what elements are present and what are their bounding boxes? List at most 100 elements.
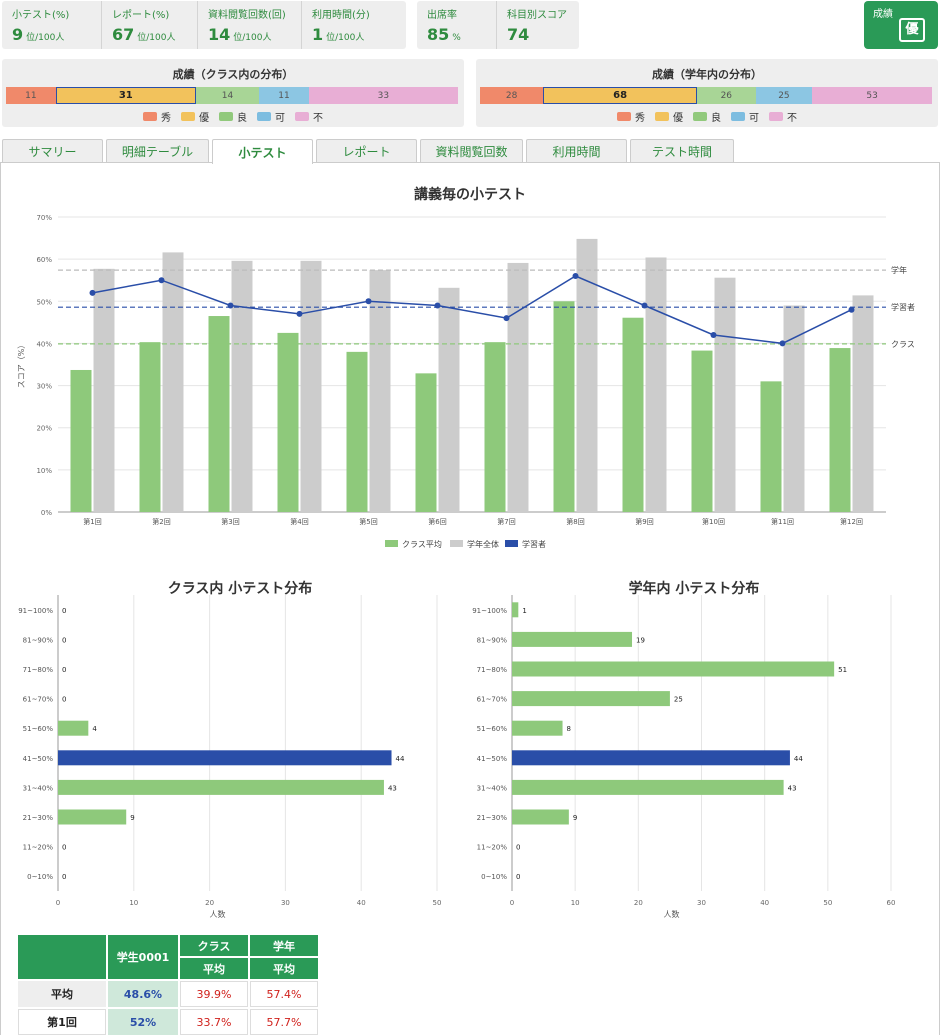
x-tick-label: 30 [697,899,706,907]
legend-swatch [505,540,518,547]
learner-point [710,332,717,338]
legend-swatch [143,112,157,121]
data-label: 44 [794,755,803,763]
learner-point [434,302,441,309]
stat-stats_right-0: 出席率 85% [417,1,497,49]
y-tick-label: 51~60% [477,725,508,733]
data-label: 8 [567,725,571,733]
histogram-bar [512,720,563,736]
y-tick-label: 61~70% [23,696,54,704]
learner-point [779,340,786,347]
learner-point [158,277,165,284]
table-row: 第1回 52% 33.7% 57.7% [18,1009,318,1035]
tab-0[interactable]: サマリー [2,139,103,162]
class-avg-bar [277,332,299,512]
y-tick-label: 20% [36,425,52,433]
x-tick-label: 20 [634,899,643,907]
grade-badge: 成績 優 [864,1,938,49]
legend-swatch [450,540,463,547]
legend-label: 不 [313,113,323,124]
class-grade-distribution: 成績（クラス内の分布） 11 31 14 11 33 秀優良可不 [2,59,464,127]
grade-avg-value: 57.7% [250,1009,318,1035]
stat-label: 小テスト(%) [12,10,70,21]
score-table: 学生0001 クラス 学年 平均 平均 平均 48.6% 39.9% 57.4%… [16,933,320,1035]
stat-label: レポート(%) [112,10,170,21]
y-tick-label: 21~30% [23,814,54,822]
x-tick-label: 40 [760,899,769,907]
reference-line-label: クラス [891,340,915,349]
grade-avg-bar [783,305,805,512]
y-tick-label: 40% [36,340,52,348]
ranking-stats-panel: 小テスト(%) 9 位/100人 レポート(%) 67 位/100人 資料閲覧回数(回) 14… [2,1,406,49]
x-tick-label: 第9回 [635,517,653,526]
tab-4[interactable]: 資料閲覧回数 [420,139,523,162]
class-avg-bar [139,342,161,512]
legend-swatch [385,540,398,547]
y-tick-label: 91~100% [472,607,507,615]
stat-unit: 位/100人 [26,33,65,43]
histogram-bar [58,750,392,766]
stat-stats_left-1: レポート(%) 67 位/100人 [102,1,198,49]
class-distribution-title: 成績（クラス内の分布） [172,68,294,81]
x-axis-label: 人数 [210,909,226,919]
x-tick-label: 40 [357,899,366,907]
x-tick-label: 30 [281,899,290,907]
data-label: 19 [636,636,645,644]
stat-stats_left-3: 利用時間(分) 1 位/100人 [302,1,406,49]
legend-label: 優 [199,113,209,124]
tab-3[interactable]: レポート [316,139,417,162]
grade-label: 成績 [873,9,893,20]
x-tick-label: 第10回 [702,517,725,526]
stat-unit: 位/100人 [233,33,272,43]
y-tick-label: 11~20% [23,844,54,852]
class-header: クラス [180,935,248,956]
learner-point [503,315,510,322]
y-tick-label: 81~90% [477,636,508,644]
learner-point [641,302,648,309]
grade-avg-bar [645,257,667,512]
student-value: 48.6% [108,981,178,1007]
grade-avg-bar [369,270,391,512]
stat-number: 9 [12,25,24,44]
x-tick-label: 第12回 [840,517,863,526]
data-label: 4 [92,725,97,733]
y-tick-label: 91~100% [18,607,53,615]
distribution-segment: 14 [195,87,260,104]
reference-line-label: 学習者 [891,302,915,312]
tab-6[interactable]: テスト時間 [630,139,734,162]
y-tick-label: 11~20% [477,844,508,852]
y-tick-label: 31~40% [23,784,54,792]
histogram-bar [512,779,784,795]
histogram-bar [512,602,519,618]
stat-unit: 位/100人 [137,33,176,43]
distribution-segment: 26 [696,87,756,104]
tab-5[interactable]: 利用時間 [526,139,627,162]
grade-avg-bar [231,260,253,512]
learner-point [365,298,372,305]
distribution-segment: 31 [55,87,196,104]
x-tick-label: 0 [56,899,60,907]
legend-label: 可 [749,113,759,124]
distribution-segment: 11 [6,87,56,104]
class-distribution-bar: 11 31 14 11 33 [6,87,458,104]
legend-swatch [655,112,669,121]
legend-swatch [257,112,271,121]
distribution-segment: 28 [480,87,544,104]
data-label: 9 [130,814,134,822]
legend-label: 学習者 [522,539,546,549]
y-tick-label: 71~80% [477,666,508,674]
stat-label: 出席率 [427,10,457,21]
y-tick-label: 30% [36,383,52,391]
tab-2[interactable]: 小テスト [212,139,313,164]
stat-number: 74 [507,25,530,44]
stat-stats_left-0: 小テスト(%) 9 位/100人 [2,1,102,49]
legend-swatch [617,112,631,121]
stat-value: 14 位/100人 [208,25,291,44]
histogram-bar [512,691,670,707]
tab-1[interactable]: 明細テーブル [106,139,209,162]
grade-distribution-bar: 28 68 26 25 53 [480,87,932,104]
x-tick-label: 60 [887,899,896,907]
x-tick-label: 第5回 [359,517,377,526]
